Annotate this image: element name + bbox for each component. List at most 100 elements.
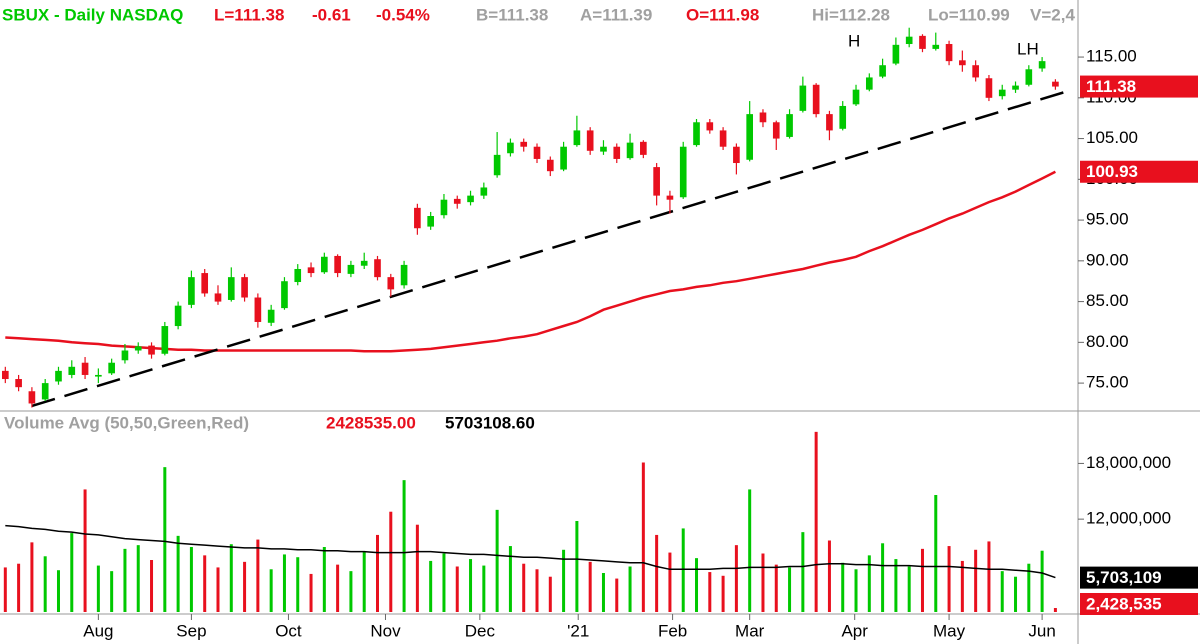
volume-bar	[43, 556, 47, 612]
volume-bar	[389, 511, 393, 612]
volume-bar	[30, 542, 34, 612]
volume-average-line	[5, 524, 1056, 579]
volume-bar	[1040, 550, 1044, 612]
candle-body	[121, 350, 129, 361]
volume-bar	[482, 565, 486, 612]
volume-bar	[522, 563, 526, 612]
volume-bar	[442, 553, 446, 612]
volume-bar	[123, 548, 127, 612]
volume-bar	[229, 544, 233, 612]
volume-bar	[269, 569, 273, 612]
volume-panel	[3, 431, 1057, 612]
volume-bar	[309, 573, 313, 612]
volume-bar	[588, 561, 592, 612]
y-tick-label: 75.00	[1086, 373, 1129, 392]
candle-body	[865, 77, 873, 90]
volume-bar	[322, 547, 326, 612]
candle-body	[932, 44, 940, 49]
candle-body	[679, 146, 687, 198]
volume-bar	[761, 553, 765, 612]
candle-body	[905, 36, 913, 45]
volume-bar	[814, 431, 818, 612]
price-tag	[1080, 593, 1198, 615]
x-tick-label: Nov	[370, 621, 401, 640]
x-tick-label: May	[933, 621, 966, 640]
volume-bar	[668, 552, 672, 612]
volume-bar	[788, 567, 792, 612]
candle-body	[241, 277, 248, 298]
candle-body	[892, 44, 900, 64]
volume-bar	[3, 567, 7, 612]
header-item: B=111.38	[476, 5, 548, 24]
candle-body	[533, 146, 541, 159]
volume-bar	[655, 534, 659, 612]
candle-body	[148, 345, 155, 355]
price-tag	[1080, 160, 1198, 183]
candle-body	[746, 114, 754, 160]
y-tick-label: 18,000,000	[1086, 453, 1171, 472]
header: SBUX - Daily NASDAQ L=111.38 -0.61 -0.54% B=…	[2, 5, 1075, 24]
candle-body	[467, 195, 474, 203]
volume-bar	[960, 560, 964, 612]
volume-bar	[601, 573, 605, 612]
candle-body	[759, 112, 767, 123]
volume-bar	[469, 559, 473, 612]
volume-bar	[1053, 608, 1057, 612]
candle-body	[945, 44, 953, 62]
candle-body	[1, 370, 9, 380]
trendline	[31, 88, 1074, 408]
volume-bar	[681, 528, 685, 612]
candle-body	[919, 35, 926, 49]
volume-bar	[136, 545, 140, 612]
volume-bar	[1000, 571, 1004, 612]
candle-body	[733, 146, 740, 164]
candle-body	[985, 78, 993, 98]
candle-body	[706, 122, 714, 131]
price-tag-label: 2,428,535	[1086, 594, 1162, 613]
candle-body	[586, 130, 594, 151]
candle-body	[453, 198, 461, 204]
candle-body	[360, 260, 368, 266]
candle-body	[1025, 69, 1033, 85]
candle-body	[1052, 81, 1059, 87]
volume-bar	[189, 547, 193, 612]
volume-bar	[721, 575, 725, 612]
volume-readout: 2428535.00	[326, 413, 416, 432]
y-tick-label: 90.00	[1086, 250, 1129, 269]
volume-bar	[881, 543, 885, 612]
y-tick-label: 95.00	[1086, 210, 1129, 229]
volume-bar	[920, 548, 924, 612]
volume-bar	[867, 555, 871, 612]
y-tick-label: 105.00	[1086, 128, 1138, 147]
candle-body	[55, 370, 62, 382]
annotation: LH	[1017, 39, 1039, 58]
moving-average-line	[5, 170, 1056, 353]
volume-bar	[282, 554, 286, 612]
x-tick-label: Feb	[658, 621, 687, 640]
y-tick-label: 12,000,000	[1086, 509, 1171, 528]
y-tick-label: 85.00	[1086, 291, 1129, 310]
candle-body	[414, 207, 421, 229]
volume-bar	[455, 566, 459, 612]
candle-body	[307, 267, 315, 274]
volume-bar	[150, 560, 154, 612]
volume-bar	[934, 495, 938, 612]
candle-body	[267, 309, 275, 323]
candle-body	[640, 141, 647, 155]
volume-bar	[362, 551, 366, 612]
candle-body	[772, 122, 780, 139]
x-tick-label: Sep	[176, 621, 206, 640]
x-tick-label: Jun	[1028, 621, 1055, 640]
candle-body	[600, 146, 607, 152]
volume-bar	[827, 540, 831, 612]
volume-bar	[56, 570, 60, 612]
candle-body	[81, 362, 89, 375]
volume-bar	[402, 480, 406, 612]
candle-body	[254, 297, 262, 322]
volume-bar	[535, 569, 539, 612]
candle-body	[546, 159, 554, 172]
candle-body	[786, 114, 793, 137]
candle-body	[15, 379, 22, 388]
